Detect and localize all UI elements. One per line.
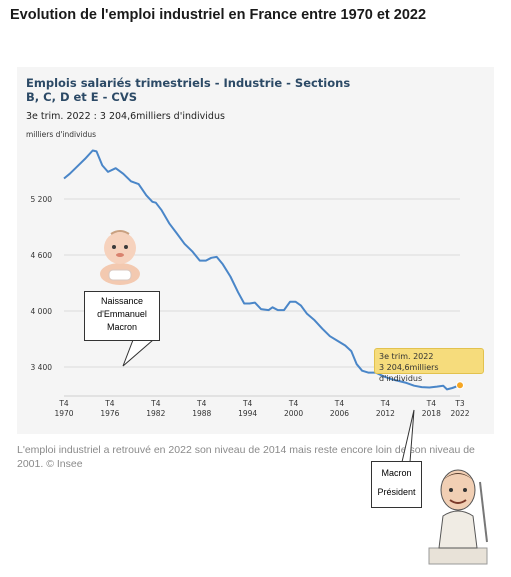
x-tick-quarter-label: T3 [454,399,465,408]
x-tick-quarter-label: T4 [58,399,69,408]
series-line [63,149,461,391]
data-tooltip: 3e trim. 2022 3 204,6milliers d'individu… [374,348,484,383]
x-tick-quarter-label: T4 [242,399,253,408]
x-tick-quarter-label: T4 [334,399,345,408]
x-tick-year-label: 2018 [422,409,441,418]
y-tick-label: 4 600 [31,251,53,260]
birth-annotation-line-2: d'Emmanuel [97,309,147,319]
x-tick-year-label: 1976 [100,409,119,418]
x-tick-year-label: 2000 [284,409,303,418]
birth-annotation: Naissance d'Emmanuel Macron [84,291,160,341]
x-tick-year-label: 1994 [238,409,257,418]
x-tick-year-label: 1970 [54,409,73,418]
birth-annotation-line-3: Macron [106,322,137,332]
x-tick-year-label: 1988 [192,409,211,418]
y-tick-label: 3 400 [31,363,53,372]
president-annotation: Macron Président [371,461,422,508]
president-annotation-line-2: Président [377,487,416,497]
y-tick-label: 5 200 [31,195,53,204]
tooltip-period: 3e trim. 2022 [379,352,434,361]
x-tick-year-label: 1982 [146,409,165,418]
chart-subtitle: 3e trim. 2022 : 3 204,6milliers d'indivi… [26,111,225,122]
caricature-illustration [428,469,488,565]
y-tick-label: 4 000 [31,307,53,316]
x-tick-year-label: 2012 [376,409,395,418]
x-tick-quarter-label: T4 [380,399,391,408]
y-axis-unit-label: milliers d'individus [26,130,97,139]
baby-illustration [100,230,140,285]
x-tick-quarter-label: T4 [196,399,207,408]
highlighted-point [456,381,464,390]
x-tick-quarter-label: T4 [104,399,115,408]
x-tick-quarter-label: T4 [426,399,437,408]
tooltip-value: 3 204,6milliers d'individus [379,363,439,383]
x-tick-quarter-label: T4 [150,399,161,408]
chart-title: Emplois salariés trimestriels - Industri… [26,76,351,104]
birth-annotation-line-1: Naissance [100,296,144,306]
x-tick-year-label: 2006 [330,409,349,418]
page-title: Evolution de l'emploi industriel en Fran… [10,7,427,23]
x-tick-year-label: 2022 [450,409,469,418]
x-tick-quarter-label: T4 [288,399,299,408]
caption: L'emploi industriel a retrouvé en 2022 s… [17,444,475,470]
president-annotation-line-1: Macron [381,468,412,478]
